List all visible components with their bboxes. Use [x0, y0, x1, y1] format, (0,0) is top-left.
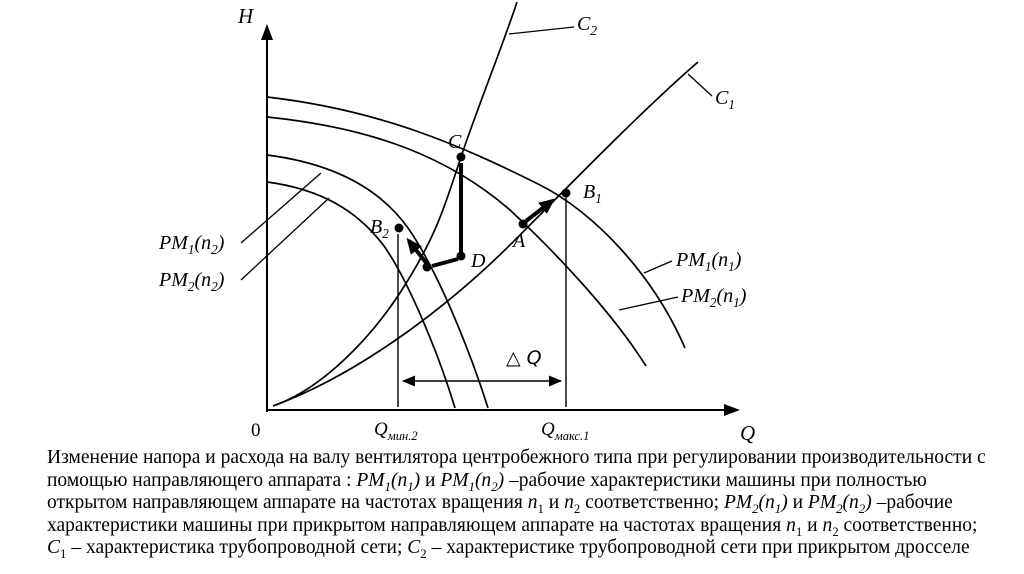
- curve-c1: [272, 61, 699, 407]
- label-pm1-n2: PM1(n2): [159, 232, 225, 257]
- trajectory-d-x: [431, 257, 459, 268]
- curve-pm1-n1: [266, 96, 686, 349]
- curve-pm1-n2: [266, 154, 489, 409]
- caption-line-4: характеристики машины при прикрытом напр…: [47, 514, 978, 539]
- label-point-b1: B1: [583, 181, 602, 206]
- point-b2: [394, 223, 404, 233]
- caption-line-3: открытом направляющем аппарате на частот…: [47, 492, 953, 517]
- caption-line-2: помощью направляющего аппарата : PM1(n1)…: [47, 469, 927, 494]
- leader-pm1-n2: [240, 172, 322, 244]
- point-intermediate: [422, 262, 432, 272]
- origin-label: 0: [251, 420, 261, 441]
- curve-c2: [272, 1, 518, 407]
- leader-pm2-n2: [240, 197, 330, 281]
- curve-pm2-n2: [266, 181, 456, 409]
- label-c1: C1: [715, 87, 735, 112]
- label-c2: C2: [577, 13, 597, 38]
- y-axis-label: H: [238, 4, 254, 28]
- caption: Изменение напора и расхода на валу венти…: [47, 447, 986, 562]
- curve-pm2-n1: [266, 116, 647, 367]
- label-pm2-n2: PM2(n2): [159, 269, 225, 294]
- label-point-b2: B2: [370, 216, 389, 241]
- diagram-canvas: [240, 1, 740, 416]
- label-point-a: A: [513, 230, 526, 252]
- caption-line-5: C1 – характеристика трубопроводной сети;…: [47, 537, 970, 562]
- trajectory-to-b2: [406, 237, 429, 266]
- tick-q-min: Qмин.2: [374, 419, 418, 443]
- label-pm2-n1: PM2(n1): [681, 285, 747, 310]
- point-a: [518, 219, 528, 229]
- x-axis-label: Q: [740, 421, 756, 445]
- label-pm1-n1: PM1(n1): [676, 249, 742, 274]
- leader-pm2-n1: [618, 296, 679, 311]
- label-point-d: D: [471, 250, 486, 272]
- label-delta-q: △ Q: [506, 347, 542, 369]
- leader-c2: [508, 26, 575, 35]
- leader-pm1-n1: [643, 260, 673, 274]
- point-d: [456, 251, 466, 261]
- caption-line-1: Изменение напора и расхода на валу венти…: [47, 447, 986, 468]
- point-c: [456, 152, 466, 162]
- leader-c1: [687, 73, 713, 97]
- point-b1: [561, 188, 571, 198]
- trajectory-a-b1: [524, 198, 556, 223]
- label-point-c: C: [448, 131, 462, 153]
- tick-q-max: Qмакс.1: [541, 419, 590, 443]
